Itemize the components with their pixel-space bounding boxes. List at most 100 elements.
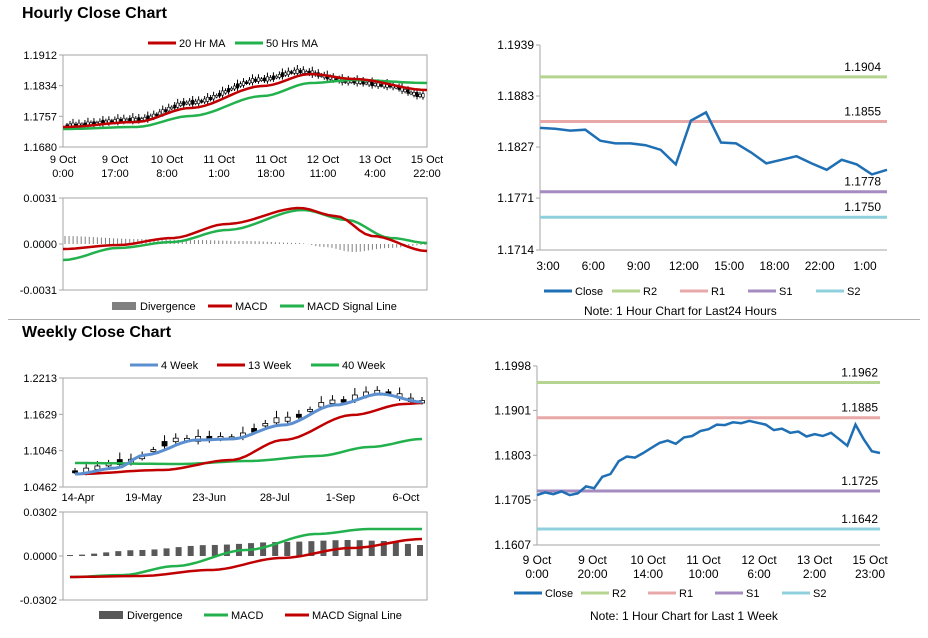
weekly-price-y-tick-label: 1.2213 [23, 373, 57, 385]
hourly-candle [159, 112, 161, 115]
hourly-candle [287, 71, 289, 75]
weekly-price-x-tick-label: 28-Jul [260, 492, 290, 504]
hourly-price-x-tick-label: 9 Oct [102, 154, 128, 166]
hourly-candle [422, 94, 424, 98]
weekly-candle [151, 450, 156, 452]
weekly-divergence-bars [67, 540, 423, 556]
weekly-level-s2-label: 1.1642 [841, 512, 878, 526]
hourly-candle [191, 100, 193, 104]
hourly-levels-x-tick-label: 18:00 [759, 259, 789, 273]
hourly-levels-y-tick-label: 1.1714 [497, 243, 534, 257]
hourly-price-x-tick-label: 11:00 [310, 168, 337, 180]
weekly-legend-4w-label: 4 Week [161, 360, 199, 372]
weekly-divergence-bar [151, 549, 157, 556]
weekly-levels-x-tick-label: 12 Oct [741, 553, 777, 567]
hourly-levels-y-tick-label: 1.1771 [497, 191, 534, 205]
weekly-levels-y-tick-label: 1.1607 [494, 538, 531, 552]
weekly-divergence-bar [103, 552, 109, 556]
hourly-candle [218, 93, 220, 96]
weekly-divergence-bar [127, 550, 133, 556]
weekly-candle [285, 417, 290, 421]
hourly-candle [305, 71, 307, 73]
hourly-price-x-tick-label: 4:00 [364, 168, 385, 180]
weekly-divergence-bar [296, 542, 302, 556]
weekly-levels-x-tick-label: 20:00 [577, 567, 607, 581]
hourly-candle [221, 91, 223, 95]
weekly-macd-y-tick-label: 0.0000 [23, 551, 57, 563]
hourly-price-x-tick-label: 22:00 [413, 168, 441, 180]
hourly-candle [135, 118, 137, 120]
hourly-macd-y-tick-label: 0.0000 [23, 239, 57, 251]
weekly-candle [173, 438, 178, 442]
hourly-price-y-tick-label: 1.1912 [23, 50, 57, 62]
hourly-levels-legend-r2-label: R2 [643, 286, 657, 298]
hourly-price-x-tick-label: 17:00 [101, 168, 129, 180]
hourly-level-s1-label: 1.1778 [844, 175, 881, 189]
hourly-candle [266, 77, 268, 81]
weekly-level-s1-label: 1.1725 [841, 474, 878, 488]
hourly-candle [179, 103, 181, 105]
weekly-legend-divergence-label: Divergence [127, 610, 183, 622]
hourly-candle [200, 101, 202, 103]
weekly-levels-x-tick-label: 14:00 [633, 567, 663, 581]
hourly-candle [165, 110, 167, 112]
hourly-candle [416, 92, 418, 96]
weekly-divergence-bar [164, 548, 170, 556]
hourly-candle [185, 102, 187, 104]
weekly-level-r1-label: 1.1885 [841, 401, 878, 415]
hourly-candle [209, 97, 211, 99]
hourly-candle [248, 80, 250, 83]
hourly-candle [404, 89, 406, 91]
hourly-price-x-tick-label: 10 Oct [151, 154, 183, 166]
hourly-candle [129, 118, 131, 121]
hourly-levels-x-tick-label: 6:00 [582, 259, 606, 273]
weekly-levels-x-tick-label: 9 Oct [523, 553, 552, 567]
hourly-macd-y-tick-label: -0.0031 [20, 285, 57, 297]
hourly-legend-divergence-label: Divergence [140, 301, 196, 313]
weekly-levels-legend-s2-label: S2 [813, 588, 826, 600]
hourly-levels-y-tick-label: 1.1883 [497, 89, 534, 103]
hourly-candle [374, 83, 376, 85]
hourly-levels-x-tick-label: 12:00 [669, 259, 699, 273]
hourly-price-plot [63, 55, 427, 147]
weekly-divergence-bar [139, 550, 145, 556]
hourly-candle [359, 81, 361, 83]
hourly-candle [233, 86, 235, 89]
hourly-candle [296, 69, 298, 73]
weekly-divergence-bar [369, 541, 375, 556]
weekly-levels-x-tick-label: 15 Oct [852, 553, 888, 567]
weekly-price-x-tick-label: 19-May [125, 492, 162, 504]
hourly-candle [284, 73, 286, 75]
weekly-legend-40w-label: 40 Week [342, 360, 386, 372]
hourly-candle [173, 105, 175, 108]
weekly-divergence-bar [393, 542, 399, 556]
hourly-candle [197, 100, 199, 104]
hourly-candle [156, 114, 158, 116]
hourly-levels-y-tick-label: 1.1939 [497, 38, 534, 52]
hourly-candle [176, 103, 178, 107]
weekly-divergence-bar [79, 555, 85, 556]
weekly-40w-line [75, 439, 422, 464]
hourly-price-x-tick-label: 11 Oct [203, 154, 235, 166]
hourly-candle [263, 78, 265, 81]
hourly-legend-ma50-label: 50 Hrs MA [266, 38, 319, 50]
hourly-macd-y-tick-label: 0.0031 [23, 193, 57, 205]
hourly-candle [242, 82, 244, 86]
hourly-legend-ma20-label: 20 Hr MA [179, 38, 226, 50]
weekly-legend-macd-label: MACD [231, 610, 263, 622]
weekly-price-x-tick-label: 6-Oct [393, 492, 420, 504]
weekly-levels-x-tick-label: 10:00 [688, 567, 718, 581]
hourly-level-r2-label: 1.1904 [844, 60, 881, 74]
weekly-candle [296, 414, 301, 417]
weekly-legend-13w-label: 13 Week [248, 360, 292, 372]
hourly-price-y-tick-label: 1.1757 [23, 111, 57, 123]
hourly-levels-x-tick-label: 3:00 [536, 259, 560, 273]
hourly-level-r1-label: 1.1855 [844, 105, 881, 119]
hourly-candle [251, 79, 253, 83]
hourly-candle [302, 70, 304, 74]
hourly-legend-signal-label: MACD Signal Line [307, 301, 397, 313]
hourly-candle [377, 83, 379, 87]
hourly-legend-divergence-swatch [112, 302, 136, 310]
hourly-price-x-tick-label: 11 Oct [255, 154, 287, 166]
weekly-divergence-bar [320, 541, 326, 556]
